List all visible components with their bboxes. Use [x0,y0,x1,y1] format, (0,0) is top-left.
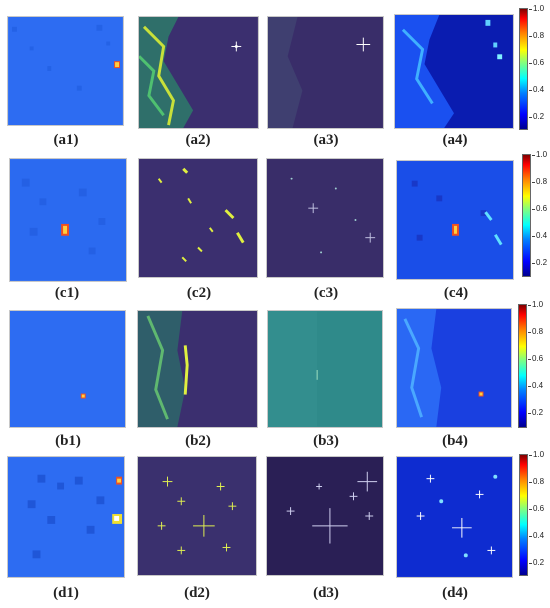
panel-label: (a4) [442,132,468,148]
panel-c3 [266,158,384,278]
colorbar-tick: 1.0 [528,4,545,13]
panel-label: (c3) [313,285,339,301]
colorbar-tick: 1.0 [528,450,545,459]
fused-image-b4 [397,309,511,427]
panel-b1 [9,310,126,428]
fused-image-d4 [397,457,512,577]
colorbar-tick: 0.2 [531,258,548,267]
panel-label: (c4) [443,285,469,301]
colorbar-tick: 0.4 [528,85,545,94]
sar-image-b2 [138,311,257,427]
fused-image-c4 [397,161,513,279]
sar-image-d2 [138,457,256,575]
colorbar-tick: 0.2 [527,408,544,417]
colorbar-tick: 0.6 [528,504,545,513]
colorbar-c [522,154,531,277]
colorbar-b [518,304,527,428]
colorbar-tick: 0.8 [527,327,544,336]
panel-d3 [266,456,384,576]
panel-label: (a1) [53,132,79,148]
colorbar-d [519,454,528,576]
panel-d2 [137,456,257,576]
panel-label: (d1) [53,585,79,601]
colorbar-tick: 0.6 [528,58,545,67]
panel-label: (b1) [55,433,81,449]
colorbar-a [519,8,528,130]
colorbar-tick: 0.8 [528,31,545,40]
panel-label: (d3) [313,585,339,601]
colorbar-tick: 1.0 [531,150,548,159]
heatmap-a1-image [8,17,123,125]
heatmap-c1-image [10,159,126,281]
sar-image-a3 [268,17,383,128]
panel-label: (b2) [185,433,211,449]
panel-d4 [396,456,513,578]
panel-b3 [267,310,383,428]
sar-image-b3 [268,311,382,427]
heatmap-d1-image [8,457,124,577]
panel-label: (b4) [442,433,468,449]
colorbar-tick: 0.6 [531,204,548,213]
panel-label: (c1) [54,285,80,301]
panel-label: (d4) [442,585,468,601]
panel-b4 [396,308,512,428]
panel-c4 [396,160,514,280]
panel-label: (a2) [185,132,211,148]
heatmap-b1-image [10,311,125,427]
panel-label: (b3) [313,433,339,449]
panel-d1 [7,456,125,578]
colorbar-tick: 0.8 [531,177,548,186]
colorbar-tick: 0.6 [527,354,544,363]
colorbar-tick: 0.8 [528,477,545,486]
colorbar-tick: 0.4 [531,231,548,240]
colorbar-tick: 0.2 [528,112,545,121]
panel-a1 [7,16,124,126]
colorbar-tick: 0.4 [527,381,544,390]
panel-a2 [138,16,259,129]
sar-image-c2 [139,159,257,277]
panel-label: (c2) [186,285,212,301]
sar-image-a2 [139,17,258,128]
fused-image-a4 [395,15,513,128]
panel-b2 [137,310,258,428]
panel-label: (a3) [313,132,339,148]
panel-c1 [9,158,127,282]
colorbar-tick: 1.0 [527,300,544,309]
panel-a4 [394,14,514,129]
colorbar-tick: 0.2 [528,558,545,567]
sar-image-c3 [267,159,383,277]
panel-a3 [267,16,384,129]
panel-c2 [138,158,258,278]
panel-label: (d2) [184,585,210,601]
sar-image-d3 [267,457,383,575]
colorbar-tick: 0.4 [528,531,545,540]
